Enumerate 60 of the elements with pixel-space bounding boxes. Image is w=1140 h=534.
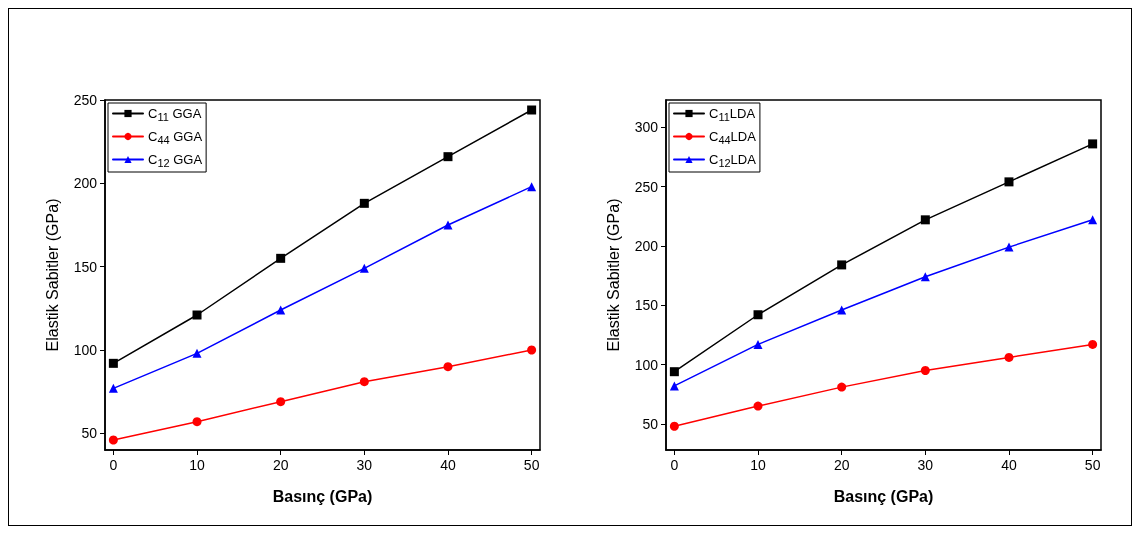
x-tick-label: 30: [356, 457, 372, 473]
point: [442, 220, 452, 230]
point: [442, 152, 452, 162]
point: [192, 417, 202, 427]
point: [275, 305, 285, 315]
point: [669, 421, 679, 431]
y-tick-label: 100: [634, 356, 658, 373]
point: [192, 348, 202, 358]
x-tick-label: 50: [1084, 457, 1101, 473]
point: [192, 310, 202, 320]
y-tick-label: 200: [73, 175, 97, 192]
y-tick-label: 50: [641, 415, 658, 432]
x-tick-label: 50: [523, 457, 540, 473]
x-tick-label: 40: [439, 457, 456, 473]
point: [526, 345, 536, 355]
point: [753, 339, 763, 349]
point: [669, 367, 679, 377]
y-tick-label: 100: [73, 342, 97, 358]
point: [836, 305, 846, 315]
point: [359, 263, 369, 273]
point: [836, 260, 846, 270]
point: [108, 435, 118, 445]
point: [275, 253, 285, 263]
x-tick-label: 30: [917, 457, 933, 473]
y-tick-label: 250: [73, 92, 97, 108]
point: [1087, 339, 1097, 349]
y-tick-label: 300: [634, 119, 658, 136]
x-axis-title: Basınç (GPa): [833, 487, 933, 505]
point: [753, 401, 763, 411]
y-tick-label: 50: [80, 425, 97, 442]
x-tick-label: 20: [833, 457, 850, 473]
point: [359, 377, 369, 387]
point: [359, 198, 369, 208]
y-tick-label: 250: [634, 178, 658, 195]
x-tick-label: 0: [669, 457, 678, 473]
point: [1003, 177, 1013, 187]
x-tick-label: 0: [108, 457, 117, 473]
point: [526, 105, 536, 115]
point: [920, 366, 930, 376]
point: [1087, 139, 1097, 149]
point: [1003, 352, 1013, 362]
point: [108, 358, 118, 368]
x-tick-label: 10: [188, 457, 205, 473]
point: [836, 382, 846, 392]
x-tick-label: 10: [749, 457, 766, 473]
point: [526, 182, 536, 192]
x-tick-label: 20: [272, 457, 289, 473]
point: [442, 362, 452, 372]
point: [275, 397, 285, 407]
point: [753, 310, 763, 320]
y-axis-title: Elastik Sabitler (GPa): [43, 198, 60, 352]
y-tick-label: 150: [73, 258, 97, 275]
x-axis-title: Basınç (GPa): [272, 487, 372, 505]
point: [1003, 242, 1013, 252]
y-tick-label: 200: [634, 237, 658, 254]
point: [108, 383, 118, 393]
y-tick-label: 150: [634, 297, 658, 314]
point: [920, 215, 930, 225]
x-tick-label: 40: [1000, 457, 1017, 473]
y-axis-title: Elastik Sabitler (GPa): [604, 198, 621, 352]
